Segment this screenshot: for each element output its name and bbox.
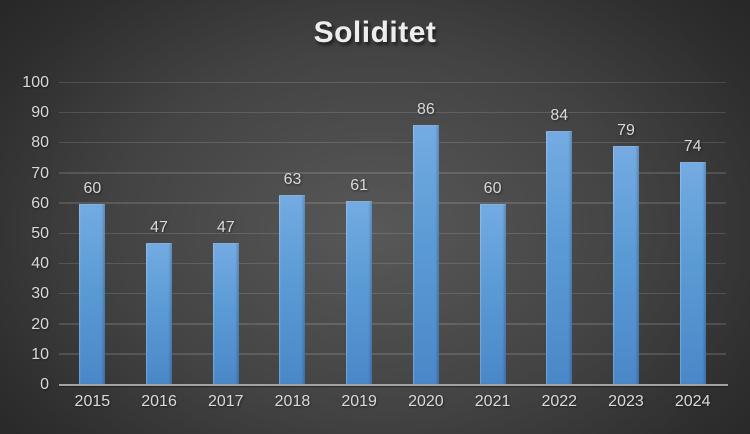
data-label: 74 xyxy=(683,137,702,155)
y-axis-tick-label: 50 xyxy=(31,225,49,242)
bar-2019 xyxy=(346,200,373,385)
bar-2024 xyxy=(679,161,706,385)
x-axis-category-label: 2019 xyxy=(341,393,377,410)
y-axis-tick-label: 70 xyxy=(31,164,49,182)
bar-2022 xyxy=(546,131,573,385)
gridlines xyxy=(59,81,726,385)
bar-2015 xyxy=(79,203,106,385)
x-axis-category-label: 2022 xyxy=(541,393,578,410)
x-axis-category-label: 2020 xyxy=(408,393,444,410)
y-axis-labels: 0 10 20 30 40 50 60 70 80 90 100 xyxy=(0,74,49,393)
y-axis-tick-label: 90 xyxy=(31,104,49,122)
y-axis-tick-label: 20 xyxy=(31,315,49,333)
y-axis-tick-label: 80 xyxy=(31,134,49,152)
gridline xyxy=(59,81,726,83)
bar-2020 xyxy=(412,125,439,385)
bar-2021 xyxy=(479,203,506,385)
x-axis-category-label: 2018 xyxy=(274,393,311,410)
chart-title: Soliditet xyxy=(313,16,437,49)
y-axis-tick-label: 40 xyxy=(31,255,49,273)
bar-2017 xyxy=(212,243,239,385)
plot-area: 60 47 47 63 61 86 60 84 79 74 xyxy=(59,81,728,386)
bar-slot: 47 xyxy=(126,83,193,385)
bar-slot: 63 xyxy=(259,83,326,385)
gridline xyxy=(59,323,726,325)
data-label: 60 xyxy=(83,179,102,197)
x-axis-category-label: 2016 xyxy=(141,393,177,410)
data-label: 61 xyxy=(350,176,369,194)
bar-slot: 86 xyxy=(393,83,460,385)
gridline xyxy=(59,353,726,355)
x-axis-line xyxy=(59,384,728,386)
data-label: 47 xyxy=(150,219,168,237)
gridline xyxy=(59,292,726,295)
bar-2018 xyxy=(279,194,306,385)
data-label: 84 xyxy=(550,107,569,125)
data-label: 86 xyxy=(416,101,435,119)
bar-slot: 60 xyxy=(59,83,126,385)
gridline xyxy=(59,111,726,114)
y-axis-tick-label: 100 xyxy=(22,74,49,91)
x-axis-category-label: 2015 xyxy=(74,393,111,410)
bar-slot: 47 xyxy=(192,83,259,385)
bar-slot: 74 xyxy=(659,83,726,385)
gridline xyxy=(59,172,726,174)
x-axis-category-label: 2024 xyxy=(674,393,711,410)
x-axis-category-label: 2017 xyxy=(207,393,244,410)
x-axis-labels: 2015 2016 2017 2018 2019 2020 2021 2022 2023 2024 xyxy=(59,393,726,411)
gridline xyxy=(59,262,726,265)
data-label: 79 xyxy=(617,122,635,140)
gridline xyxy=(59,232,726,234)
y-axis-tick-label: 10 xyxy=(31,345,49,363)
bar-slot: 84 xyxy=(526,83,593,385)
data-label: 63 xyxy=(283,170,302,188)
bar-2016 xyxy=(146,243,173,385)
y-axis-tick-label: 60 xyxy=(31,194,49,212)
x-axis-category-label: 2021 xyxy=(474,393,511,410)
y-axis-tick-label: 0 xyxy=(40,376,49,393)
data-label: 47 xyxy=(216,219,235,237)
bars: 60 47 47 63 61 86 60 84 79 74 xyxy=(59,83,726,385)
bar-slot: 79 xyxy=(593,83,660,385)
bar-2023 xyxy=(612,146,639,385)
bar-slot: 61 xyxy=(326,83,393,385)
gridline xyxy=(59,141,726,144)
x-axis-category-label: 2023 xyxy=(608,393,644,410)
data-label: 60 xyxy=(483,179,502,197)
y-axis-tick-label: 30 xyxy=(31,285,49,303)
bar-slot: 60 xyxy=(459,83,526,385)
gridline xyxy=(59,202,726,204)
